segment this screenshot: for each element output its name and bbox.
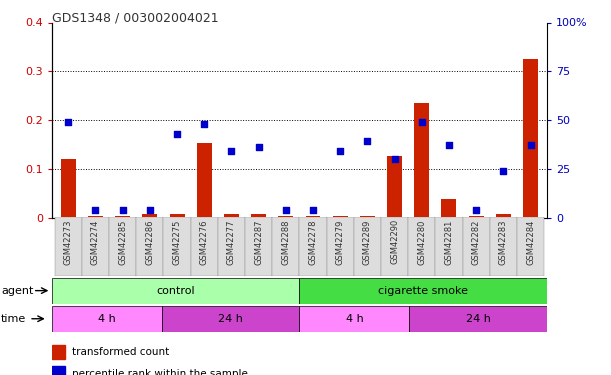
- Bar: [354, 217, 381, 276]
- Point: [145, 207, 155, 213]
- Bar: [52, 306, 162, 332]
- Point: [90, 207, 100, 213]
- Bar: [251, 214, 266, 217]
- Bar: [408, 217, 436, 276]
- Point: [525, 142, 535, 148]
- Text: GSM42277: GSM42277: [227, 219, 236, 265]
- Bar: [496, 214, 511, 217]
- Point: [362, 138, 372, 144]
- Bar: [169, 214, 185, 217]
- Text: GSM42289: GSM42289: [363, 219, 372, 265]
- Point: [499, 168, 508, 174]
- Text: GSM42283: GSM42283: [499, 219, 508, 265]
- Text: GSM42281: GSM42281: [444, 219, 453, 265]
- Bar: [306, 216, 320, 217]
- Text: cigarette smoke: cigarette smoke: [378, 286, 468, 296]
- Point: [390, 156, 400, 162]
- Bar: [142, 214, 157, 217]
- Bar: [463, 217, 490, 276]
- Text: GSM42285: GSM42285: [118, 219, 127, 265]
- Point: [64, 119, 73, 125]
- Bar: [109, 217, 136, 276]
- Bar: [299, 278, 547, 304]
- Bar: [52, 366, 65, 375]
- Text: GSM42278: GSM42278: [309, 219, 318, 265]
- Bar: [115, 216, 130, 217]
- Text: GSM42287: GSM42287: [254, 219, 263, 265]
- Bar: [436, 217, 463, 276]
- Text: time: time: [1, 314, 26, 324]
- Text: transformed count: transformed count: [72, 347, 169, 357]
- Bar: [162, 306, 299, 332]
- Bar: [197, 143, 211, 218]
- Text: 4 h: 4 h: [345, 314, 364, 324]
- Text: GSM42288: GSM42288: [281, 219, 290, 265]
- Text: GDS1348 / 003002004021: GDS1348 / 003002004021: [52, 11, 219, 24]
- Text: 24 h: 24 h: [466, 314, 491, 324]
- Bar: [442, 199, 456, 217]
- Point: [172, 130, 182, 136]
- Bar: [327, 217, 354, 276]
- Text: GSM42284: GSM42284: [526, 219, 535, 265]
- Text: agent: agent: [1, 286, 34, 296]
- Bar: [54, 217, 82, 276]
- Point: [335, 148, 345, 154]
- Bar: [272, 217, 299, 276]
- Bar: [523, 59, 538, 217]
- Point: [118, 207, 128, 213]
- Bar: [517, 217, 544, 276]
- Text: GSM42282: GSM42282: [472, 219, 481, 265]
- Bar: [224, 214, 239, 217]
- Bar: [414, 103, 430, 218]
- Bar: [218, 217, 245, 276]
- Text: percentile rank within the sample: percentile rank within the sample: [72, 369, 248, 375]
- Text: GSM42279: GSM42279: [335, 219, 345, 265]
- Bar: [490, 217, 517, 276]
- Point: [281, 207, 291, 213]
- Point: [227, 148, 236, 154]
- Point: [444, 142, 454, 148]
- Bar: [163, 217, 191, 276]
- Bar: [136, 217, 163, 276]
- Text: GSM42274: GSM42274: [91, 219, 100, 265]
- Point: [417, 119, 426, 125]
- Bar: [469, 216, 484, 217]
- Text: GSM42280: GSM42280: [417, 219, 426, 265]
- Text: GSM42273: GSM42273: [64, 219, 73, 265]
- Text: GSM42276: GSM42276: [200, 219, 209, 265]
- Bar: [333, 216, 348, 217]
- Bar: [191, 217, 218, 276]
- Text: control: control: [156, 286, 195, 296]
- Bar: [360, 216, 375, 217]
- Bar: [88, 216, 103, 217]
- Bar: [381, 217, 408, 276]
- Point: [308, 207, 318, 213]
- Text: 4 h: 4 h: [98, 314, 116, 324]
- Point: [199, 121, 209, 127]
- Bar: [299, 306, 409, 332]
- Bar: [409, 306, 547, 332]
- Bar: [52, 345, 65, 359]
- Bar: [52, 278, 299, 304]
- Bar: [82, 217, 109, 276]
- Text: 24 h: 24 h: [218, 314, 243, 324]
- Text: GSM42290: GSM42290: [390, 219, 399, 264]
- Bar: [279, 216, 293, 217]
- Bar: [245, 217, 272, 276]
- Bar: [60, 159, 76, 218]
- Point: [471, 207, 481, 213]
- Text: GSM42275: GSM42275: [172, 219, 181, 265]
- Bar: [299, 217, 327, 276]
- Point: [254, 144, 263, 150]
- Bar: [387, 156, 402, 218]
- Text: GSM42286: GSM42286: [145, 219, 155, 265]
